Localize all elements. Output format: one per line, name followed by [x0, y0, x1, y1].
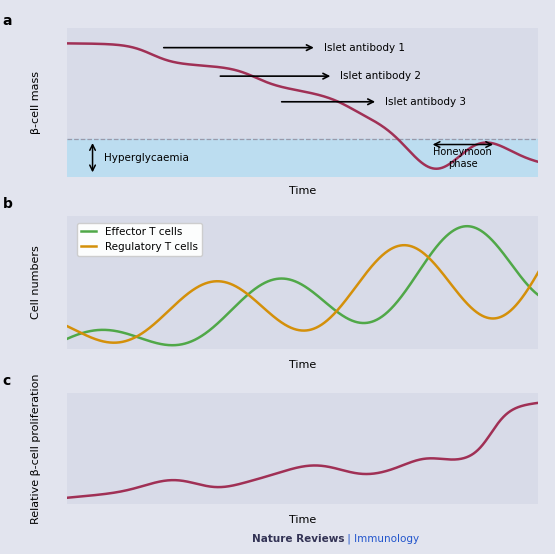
Text: Time: Time: [289, 515, 316, 525]
Text: Islet antibody 1: Islet antibody 1: [324, 43, 405, 53]
Y-axis label: Cell numbers: Cell numbers: [31, 245, 41, 320]
Text: Time: Time: [289, 360, 316, 370]
Text: Islet antibody 2: Islet antibody 2: [340, 71, 421, 81]
Y-axis label: β-cell mass: β-cell mass: [31, 71, 41, 134]
Text: | Immunology: | Immunology: [344, 534, 419, 544]
Text: Hyperglycaemia: Hyperglycaemia: [104, 153, 189, 163]
Bar: [67, 139, 538, 177]
Text: Honeymoon
phase: Honeymoon phase: [433, 147, 492, 169]
Legend: Effector T cells, Regulatory T cells: Effector T cells, Regulatory T cells: [77, 223, 202, 256]
Text: Nature Reviews: Nature Reviews: [251, 534, 344, 544]
Text: Islet antibody 3: Islet antibody 3: [385, 97, 466, 107]
Text: b: b: [3, 197, 13, 211]
Text: c: c: [3, 374, 11, 388]
Y-axis label: Relative β-cell proliferation: Relative β-cell proliferation: [31, 373, 41, 524]
Text: a: a: [3, 14, 12, 28]
Text: Time: Time: [289, 186, 316, 196]
